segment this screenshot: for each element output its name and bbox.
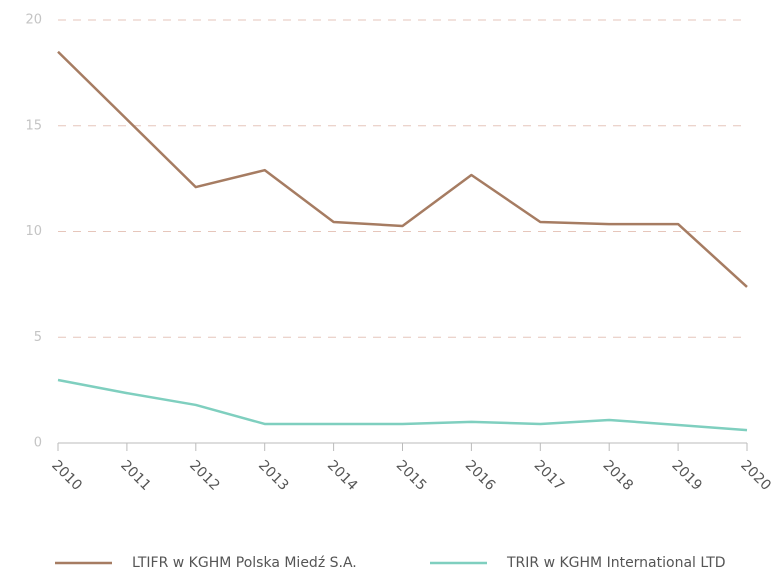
y-tick-label: 15 [25, 118, 42, 133]
series-line [57, 50, 748, 288]
legend-label: TRIR w KGHM International LTD [506, 555, 726, 571]
series-line [57, 378, 748, 432]
y-tick-label: 10 [25, 224, 42, 239]
y-tick-label: 0 [34, 436, 42, 451]
y-tick-label: 5 [34, 330, 42, 345]
x-tick-label: 2012 [186, 457, 223, 494]
x-tick-label: 2017 [531, 457, 568, 494]
x-tick-label: 2010 [48, 457, 85, 494]
x-tick-label: 2019 [668, 457, 705, 494]
x-tick-label: 2015 [393, 457, 430, 494]
x-tick-label: 2013 [255, 457, 292, 494]
x-tick-label: 2018 [600, 457, 637, 494]
x-tick-label: 2020 [737, 457, 774, 494]
x-tick-label: 2011 [117, 457, 154, 494]
x-tick-label: 2016 [462, 457, 499, 494]
legend-label: LTIFR w KGHM Polska Miedź S.A. [132, 555, 357, 571]
x-tick-label: 2014 [324, 457, 361, 494]
y-tick-label: 20 [25, 13, 42, 28]
